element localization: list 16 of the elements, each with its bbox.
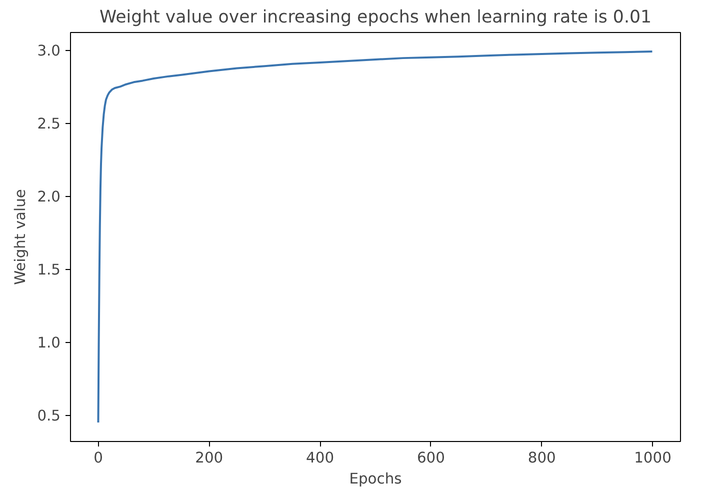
y-tick-label: 0.5 <box>37 408 61 425</box>
y-tick-label: 2.0 <box>37 188 61 206</box>
x-tick-label: 600 <box>416 450 445 466</box>
chart-title: Weight value over increasing epochs when learning rate is 0.01 <box>100 8 652 28</box>
x-tick-label: 0 <box>94 450 103 466</box>
line-series <box>97 50 654 424</box>
x-tick-label: 400 <box>306 450 334 466</box>
y-tick-label: 3.0 <box>37 42 61 60</box>
y-axis-title: Weight value <box>12 189 30 285</box>
x-tick-label: 200 <box>195 450 224 466</box>
y-tick-label: 1.5 <box>37 262 61 279</box>
x-axis-title: Epochs <box>349 470 402 488</box>
y-tick-label: 2.5 <box>37 116 61 133</box>
y-tick-label: 1.0 <box>37 334 61 352</box>
x-tick-label: 800 <box>528 450 556 466</box>
x-tick-label: 1000 <box>634 450 672 466</box>
